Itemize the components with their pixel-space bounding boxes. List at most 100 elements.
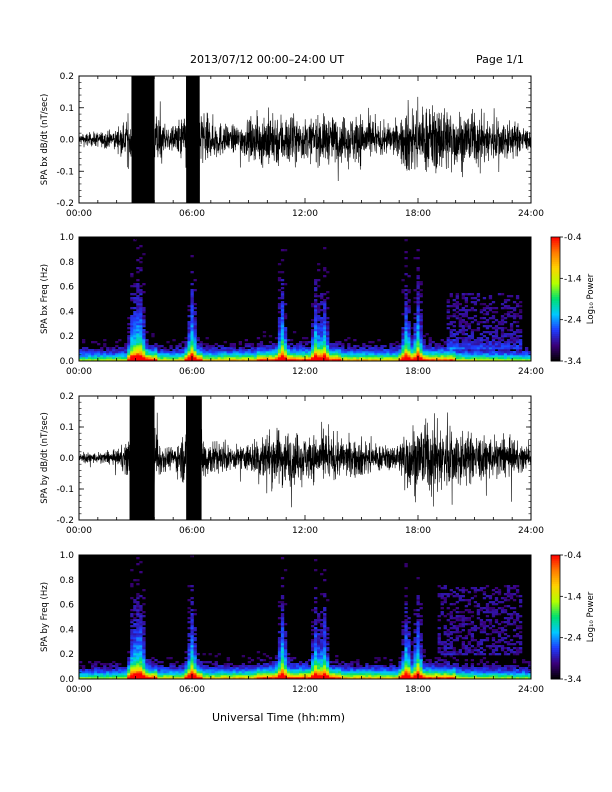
spectrogram-cell [226,353,230,356]
spectrogram-cell [289,357,294,360]
spectrogram-cell [298,349,303,352]
spectrogram-cell [461,337,465,340]
spectrogram-cell [497,351,502,354]
spectrogram-cell [118,673,122,676]
spectrogram-cell [160,675,164,678]
spectrogram-cell [130,621,134,624]
spectrogram-cell [410,655,414,658]
spectrogram-cell [464,649,469,652]
colorbar-step [551,307,560,310]
spectrogram-cell [407,649,411,652]
colorbar-step [551,284,560,287]
spectrogram-cell [142,333,146,336]
spectrogram-cell [497,675,502,678]
colorbar-step [551,654,560,657]
spectrogram-cell [404,565,408,568]
spectrogram-cell [338,677,342,680]
spectrogram-cell [187,635,191,638]
spectrogram-cell [446,347,450,350]
spectrogram-cell [208,671,212,674]
spectrogram-cell [256,349,261,352]
spectrogram-cell [265,347,270,350]
spectrogram-cell [130,669,134,672]
spectrogram-cell [461,345,465,348]
spectrogram-cell [494,619,499,622]
spectrogram-cell [97,359,101,362]
spectrogram-cell [130,273,134,276]
spectrogram-cell [320,661,324,664]
spectrogram-cell [446,643,450,646]
spectrogram-cell [259,669,264,672]
spectrogram-cell [491,349,496,352]
spectrogram-cell [286,339,291,342]
spectrogram-cell [428,337,432,340]
spectrogram-cell [464,341,469,344]
spectrogram-cell [419,313,423,316]
spectrogram-cell [214,655,218,658]
spectrogram-cell [214,675,218,678]
spectrogram-cell [283,673,288,676]
spectrogram-cell [518,625,523,628]
spectrogram-cell [341,353,345,356]
spectrogram-cell [136,313,140,316]
spectrogram-cell [184,337,188,340]
spectrogram-cell [338,665,342,668]
spectrogram-cell [151,661,155,664]
colorbar-step [551,280,560,283]
spectrogram-cell [488,355,493,358]
spectrogram-cell [139,349,143,352]
spectrogram-cell [329,675,333,678]
spectrogram-cell [419,327,423,330]
spectrogram-cell [326,629,330,632]
spectrogram-cell [419,331,423,334]
spectrogram-cell [247,351,252,354]
spectrogram-cell [389,347,393,350]
spectrogram-cell [404,333,408,336]
spectrogram-cell [461,637,465,640]
spectrogram-cell [476,351,481,354]
spectrogram-cell [289,659,294,662]
spectrogram-cell [311,633,315,636]
spectrogram-cell [232,345,236,348]
spectrogram-cell [443,601,447,604]
spectrogram-cell [401,633,405,636]
spectrogram-cell [335,347,339,350]
spectrogram-cell [205,669,209,672]
spectrogram-cell [329,347,333,350]
colorbar-step [551,604,560,608]
spectrogram-cell [323,347,327,350]
spectrogram-cell [416,661,420,664]
spectrogram-cell [202,355,206,358]
spectrogram-cell [350,671,354,674]
spectrogram-cell [136,301,140,304]
spectrogram-cell [148,359,152,362]
spectrogram-cell [476,355,481,358]
spectrogram-cell [142,317,146,320]
colorbar-step [551,637,560,641]
spectrogram-cell [392,353,396,356]
spectrogram-cell [323,579,327,582]
spectrogram-cell [407,329,411,332]
spectrogram-cell [136,557,140,560]
spectrogram-cell [386,359,390,362]
spectrogram-cell [320,297,324,300]
spectrogram-cell [238,675,243,678]
spectrogram-cell [190,255,194,258]
spectrogram-cell [133,357,137,360]
spectrogram-cell [124,671,128,674]
spectrogram-cell [443,355,447,358]
spectrogram-cell [368,357,372,360]
spectrogram-cell [283,623,288,626]
spectrogram-cell [100,351,104,354]
spectrogram-cell [226,663,230,666]
spectrogram-cell [311,621,315,624]
spectrogram-cell [416,269,420,272]
spectrogram-cell [353,345,357,348]
spectrogram-cell [280,621,285,624]
spectrogram-cell [193,317,197,320]
spectrogram-cell [449,335,453,338]
spectrogram-cell [356,663,360,666]
spectrogram-cell [136,291,140,294]
spectrogram-cell [479,609,484,612]
spectrogram-cell [298,347,303,350]
